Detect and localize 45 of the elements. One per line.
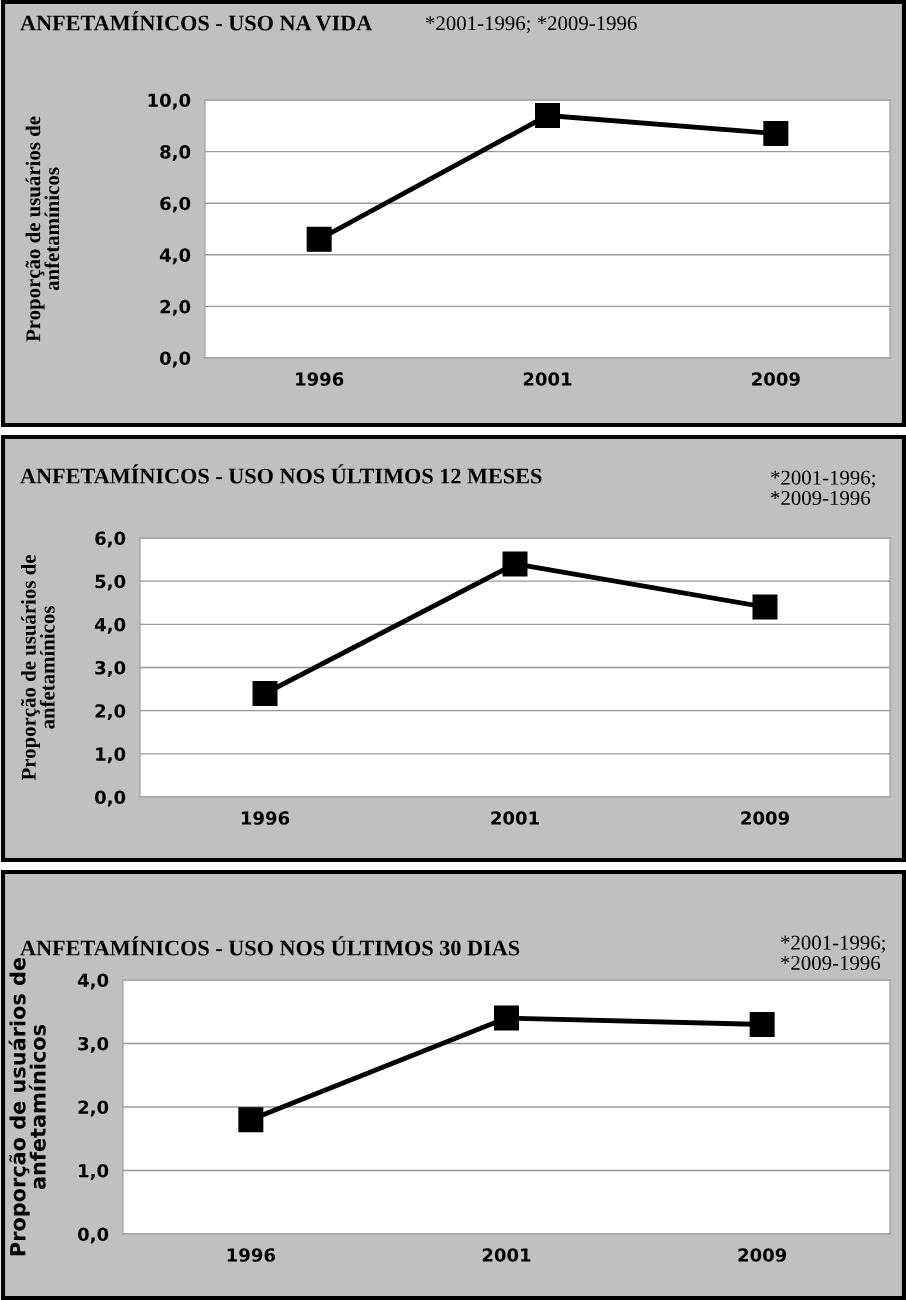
y-axis-title: Proporção de usuários de anfetamínicos — [25, 116, 60, 342]
x-tick-label: 1996 — [227, 1248, 275, 1262]
y-tick-label: 2,0 — [95, 704, 126, 721]
y-tick-label: 1,0 — [79, 1163, 109, 1180]
point — [252, 680, 278, 706]
y-tick-label: 3,0 — [95, 660, 126, 677]
y-tick-label: 4,0 — [94, 617, 126, 634]
point — [534, 102, 561, 128]
point — [763, 121, 789, 147]
x-tick-label: 2009 — [741, 811, 789, 825]
chart-title: ANFETAMÍNICOS - USO NOS ÚLTIMOS 12 MESES — [20, 464, 542, 484]
y-tick-label: 3,0 — [78, 1036, 109, 1053]
point — [306, 226, 332, 252]
y-tick-label: 0,0 — [77, 1227, 109, 1244]
x-tick-label: 2001 — [482, 1248, 531, 1262]
y-tick-label: 10,0 — [148, 93, 191, 110]
x-tick-label: 1996 — [296, 372, 344, 386]
point — [502, 551, 528, 577]
point — [238, 1107, 264, 1133]
y-tick-label: 0,0 — [94, 790, 126, 807]
text: *2001-1996; *2009-1996 — [781, 935, 885, 970]
chart-title: ANFETAMÍNICOS - USO NOS ÚLTIMOS 30 DIAS — [20, 936, 520, 956]
text: *2001-1996; *2009-1996 — [426, 16, 637, 34]
y-tick-label: 6,0 — [95, 531, 126, 548]
y-tick-label: 2,0 — [78, 1100, 109, 1117]
y-tick-label: 4,0 — [77, 973, 109, 990]
y-tick-label: 8,0 — [160, 145, 191, 162]
y-tick-label: 6,0 — [160, 196, 191, 213]
y-tick-label: 1,0 — [96, 747, 126, 764]
point — [752, 594, 778, 620]
text: *2001-1996; *2009-1996 — [771, 470, 875, 505]
chart-title: ANFETAMÍNICOS - USO NA VIDA — [20, 11, 373, 31]
y-axis-title: Proporção de usuários de anfetamínicos — [21, 555, 55, 781]
y-tick-label: 0,0 — [159, 351, 191, 368]
point — [749, 1011, 775, 1037]
point — [493, 1005, 520, 1031]
x-tick-label: 2001 — [523, 372, 572, 386]
x-tick-label: 2009 — [738, 1248, 787, 1262]
y-tick-label: 2,0 — [160, 299, 191, 316]
x-tick-label: 1996 — [241, 811, 290, 825]
y-tick-label: 4,0 — [159, 248, 191, 265]
y-axis-title: Proporção de usuários de anfetamínicos — [8, 957, 46, 1256]
y-tick-label: 5,0 — [95, 574, 126, 591]
x-tick-label: 2009 — [752, 372, 800, 386]
x-tick-label: 2001 — [491, 811, 539, 825]
